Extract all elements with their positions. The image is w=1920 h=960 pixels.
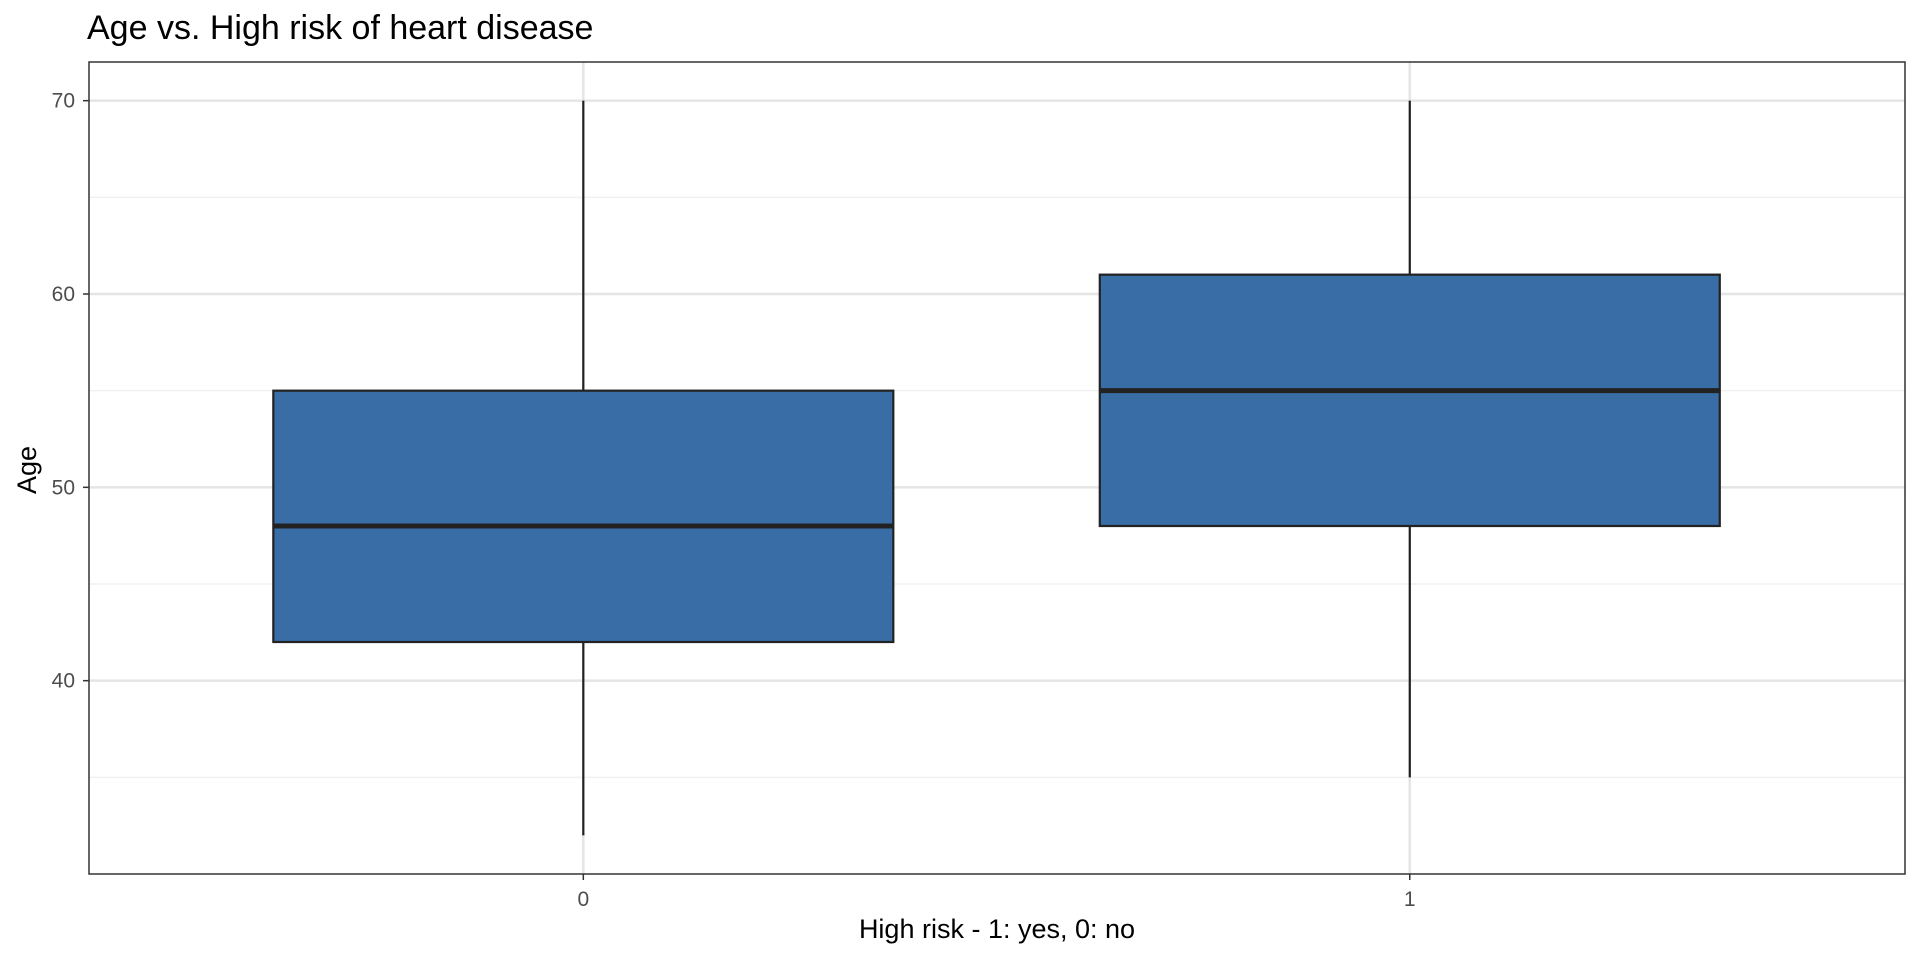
x-tick-label: 1 bbox=[1404, 888, 1416, 911]
panel-border bbox=[88, 61, 1906, 875]
box-iqr bbox=[272, 389, 895, 644]
chart-title: Age vs. High risk of heart disease bbox=[87, 9, 593, 47]
x-tick-label: 0 bbox=[577, 888, 589, 911]
y-axis-title: Age bbox=[12, 446, 42, 494]
boxplot-series bbox=[272, 100, 1721, 836]
box-group-0 bbox=[272, 100, 895, 836]
y-tick-label: 70 bbox=[52, 90, 75, 113]
y-tick-label: 40 bbox=[52, 670, 75, 693]
box-iqr bbox=[1098, 273, 1721, 528]
y-tick-label: 50 bbox=[52, 476, 75, 499]
x-axis-title: High risk - 1: yes, 0: no bbox=[859, 914, 1135, 944]
box-group-1 bbox=[1098, 100, 1721, 778]
y-tick-label: 60 bbox=[52, 283, 75, 306]
axis-ticks: 40 50 60 70 0 1 bbox=[52, 90, 1416, 911]
